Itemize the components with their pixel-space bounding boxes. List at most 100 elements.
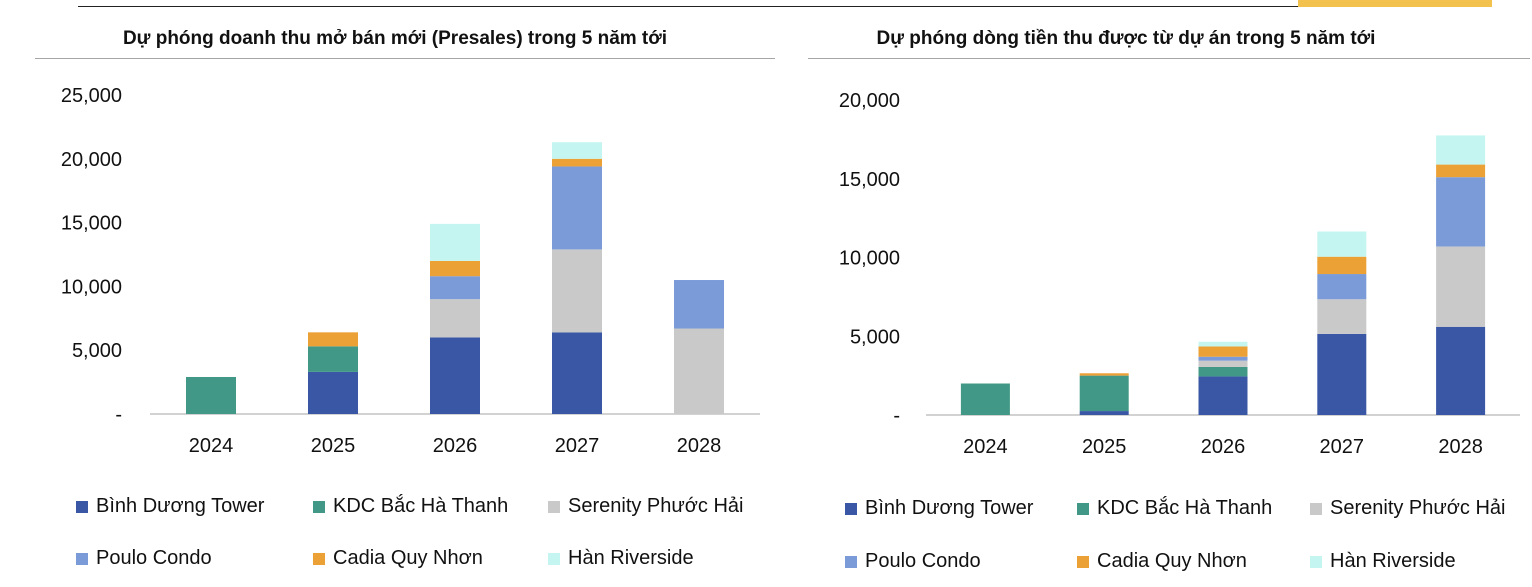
title-separator	[35, 58, 775, 59]
x-tick-label: 2026	[433, 435, 478, 457]
legend-label: Hàn Riverside	[568, 547, 694, 569]
legend-swatch	[845, 555, 857, 568]
legend-item: Poulo Condo	[845, 550, 981, 573]
bar-segment	[1317, 274, 1367, 300]
legend-label: Poulo Condo	[96, 547, 212, 569]
y-tick-label: 20,000	[61, 149, 122, 171]
legend-swatch	[548, 552, 560, 565]
bar-segment	[308, 346, 358, 372]
y-tick-label: 5,000	[72, 340, 122, 362]
cashflow-chart-svg: - 5,000 10,000 15,000 20,000 2024 2025 2026 2027…	[839, 90, 1520, 458]
cashflow-chart-panel: Dự phóng dòng tiền thu được từ dự án tro…	[800, 20, 1532, 587]
bar-segment	[1079, 375, 1129, 412]
legend-item: Serenity Phước Hải	[548, 495, 743, 518]
x-tick-label: 2028	[677, 435, 722, 457]
legend-swatch	[76, 500, 88, 513]
bar-segment	[1317, 256, 1367, 275]
legend-item: Hàn Riverside	[548, 547, 694, 570]
legend-item: Bình Dương Tower	[845, 497, 1033, 520]
legend-swatch	[313, 500, 325, 513]
legend-swatch	[1077, 502, 1089, 515]
bar-segment	[430, 299, 480, 338]
chart-title: Dự phóng dòng tiền thu được từ dự án tro…	[876, 28, 1376, 49]
x-tick-label: 2024	[963, 436, 1008, 458]
x-tick-label: 2024	[189, 435, 234, 457]
legend-swatch	[76, 552, 88, 565]
y-tick-label: -	[893, 405, 900, 427]
legend-label: Hàn Riverside	[1330, 550, 1456, 572]
presales-chart-svg: - 5,000 10,000 15,000 20,000 25,000 2024 2025 20…	[61, 85, 760, 457]
bar-segment	[1079, 411, 1129, 415]
legend-swatch	[1077, 555, 1089, 568]
x-tick-label: 2026	[1201, 436, 1246, 458]
legend-label: KDC Bắc Hà Thanh	[1097, 497, 1273, 519]
x-tick-label: 2025	[1082, 436, 1127, 458]
legend-label: Cadia Quy Nhơn	[1097, 550, 1247, 572]
bar-segment	[1198, 356, 1248, 361]
legend-item: Hàn Riverside	[1310, 550, 1456, 573]
bar-segment	[674, 280, 724, 329]
legend-swatch	[1310, 555, 1322, 568]
bar-segment	[1317, 333, 1367, 415]
bar-segment	[1317, 299, 1367, 334]
legend-item: KDC Bắc Hà Thanh	[313, 495, 508, 518]
title-separator	[808, 58, 1530, 59]
bar-segment	[430, 260, 480, 277]
bar-segment	[552, 166, 602, 250]
bar-segment	[552, 332, 602, 414]
legend-swatch	[313, 552, 325, 565]
bar-segment	[1198, 346, 1248, 357]
legend-item: Poulo Condo	[76, 547, 212, 570]
page-top-rule	[78, 6, 1492, 7]
bar-segment	[1079, 373, 1129, 376]
legend-item: Cadia Quy Nhơn	[1077, 550, 1247, 573]
legend-item: Serenity Phước Hải	[1310, 497, 1505, 520]
y-tick-label: 10,000	[839, 248, 900, 270]
legend-label: Bình Dương Tower	[96, 495, 265, 517]
legend-swatch	[1310, 502, 1322, 515]
legend-item: Bình Dương Tower	[76, 495, 264, 518]
presales-chart-panel: Dự phóng doanh thu mở bán mới (Presales)…	[0, 20, 790, 587]
legend-label: Cadia Quy Nhơn	[333, 547, 483, 569]
bar-segment	[430, 337, 480, 414]
y-tick-label: 20,000	[839, 90, 900, 112]
legend-item: KDC Bắc Hà Thanh	[1077, 497, 1272, 520]
y-tick-label: 15,000	[839, 169, 900, 191]
legend-swatch	[548, 500, 560, 513]
bar-segment	[1436, 246, 1486, 327]
legend-label: Poulo Condo	[865, 550, 981, 572]
bar-segment	[1198, 376, 1248, 415]
bar-segment	[674, 328, 724, 414]
bar-segment	[1198, 366, 1248, 377]
legend-label: Bình Dương Tower	[865, 497, 1034, 519]
legend-item: Cadia Quy Nhơn	[313, 547, 483, 570]
bar-segment	[552, 158, 602, 167]
bar-segment	[1436, 326, 1486, 415]
bar-segment	[1198, 341, 1248, 347]
y-tick-label: -	[115, 404, 122, 426]
bar-segment	[1436, 164, 1486, 178]
x-tick-label: 2028	[1438, 436, 1483, 458]
bar-segment	[430, 223, 480, 261]
x-tick-label: 2025	[311, 435, 356, 457]
legend-label: Serenity Phước Hải	[1330, 497, 1506, 519]
bar-segment	[186, 376, 236, 414]
legend-swatch	[845, 502, 857, 515]
bar-segment	[1198, 360, 1248, 367]
bar-segment	[308, 332, 358, 347]
bar-segment	[552, 142, 602, 159]
bar-segment	[1317, 231, 1367, 257]
bar-segment	[1436, 177, 1486, 247]
chart-title: Dự phóng doanh thu mở bán mới (Presales)…	[122, 28, 668, 49]
y-tick-label: 15,000	[61, 213, 122, 235]
y-tick-label: 10,000	[61, 276, 122, 298]
legend-label: KDC Bắc Hà Thanh	[333, 495, 509, 517]
x-tick-label: 2027	[1320, 436, 1365, 458]
y-tick-label: 5,000	[850, 326, 900, 348]
bar-segment	[960, 383, 1010, 415]
bar-segment	[308, 371, 358, 414]
bar-segment	[552, 249, 602, 333]
y-tick-label: 25,000	[61, 85, 122, 107]
bar-segment	[1436, 135, 1486, 165]
bar-segment	[430, 276, 480, 300]
